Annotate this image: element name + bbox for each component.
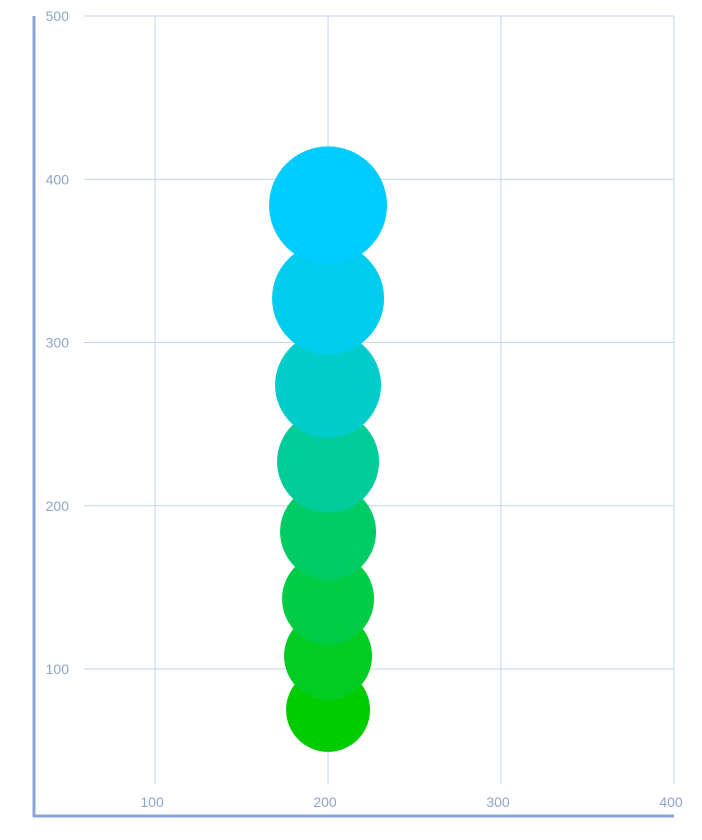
x-tick-label: 200	[313, 794, 337, 810]
bubble[interactable]	[280, 483, 377, 580]
bubble[interactable]	[272, 242, 385, 355]
y-tick-label: 200	[46, 498, 70, 514]
bubble[interactable]	[275, 331, 382, 438]
x-tick-label: 100	[140, 794, 164, 810]
bubbles	[269, 146, 388, 752]
y-tick-label: 100	[46, 661, 70, 677]
x-tick-label: 300	[486, 794, 510, 810]
bubble[interactable]	[282, 552, 375, 645]
y-tick-label: 300	[46, 335, 70, 351]
axes	[32, 16, 674, 818]
bubble[interactable]	[277, 410, 380, 513]
bubble[interactable]	[269, 146, 388, 265]
y-tick-label: 400	[46, 171, 70, 187]
tick-labels: 100 200 300 400 500 100 200 300 400	[46, 8, 683, 810]
grid	[84, 15, 675, 784]
y-tick-label: 500	[46, 8, 70, 24]
x-tick-label: 400	[659, 794, 683, 810]
